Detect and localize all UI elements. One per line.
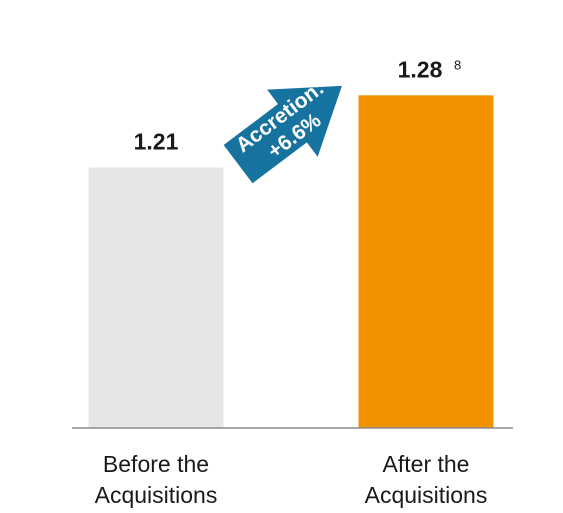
bar-after-acquisitions	[358, 95, 494, 429]
value-label-before: 1.21	[134, 129, 179, 155]
accretion-arrow: Accretion: +6.6%	[223, 76, 342, 184]
accretion-arrow-shape	[223, 85, 342, 184]
category-label-after-line-2: Acquisitions	[365, 482, 488, 508]
category-label-after-line-1: After the	[383, 451, 470, 477]
bar-before-acquisitions	[88, 167, 224, 428]
category-label-before-line-1: Before the	[103, 451, 209, 477]
value-label-after: 1.28	[398, 56, 443, 82]
category-label-before-line-2: Acquisitions	[95, 482, 218, 508]
footnote-marker: 8	[454, 57, 461, 72]
